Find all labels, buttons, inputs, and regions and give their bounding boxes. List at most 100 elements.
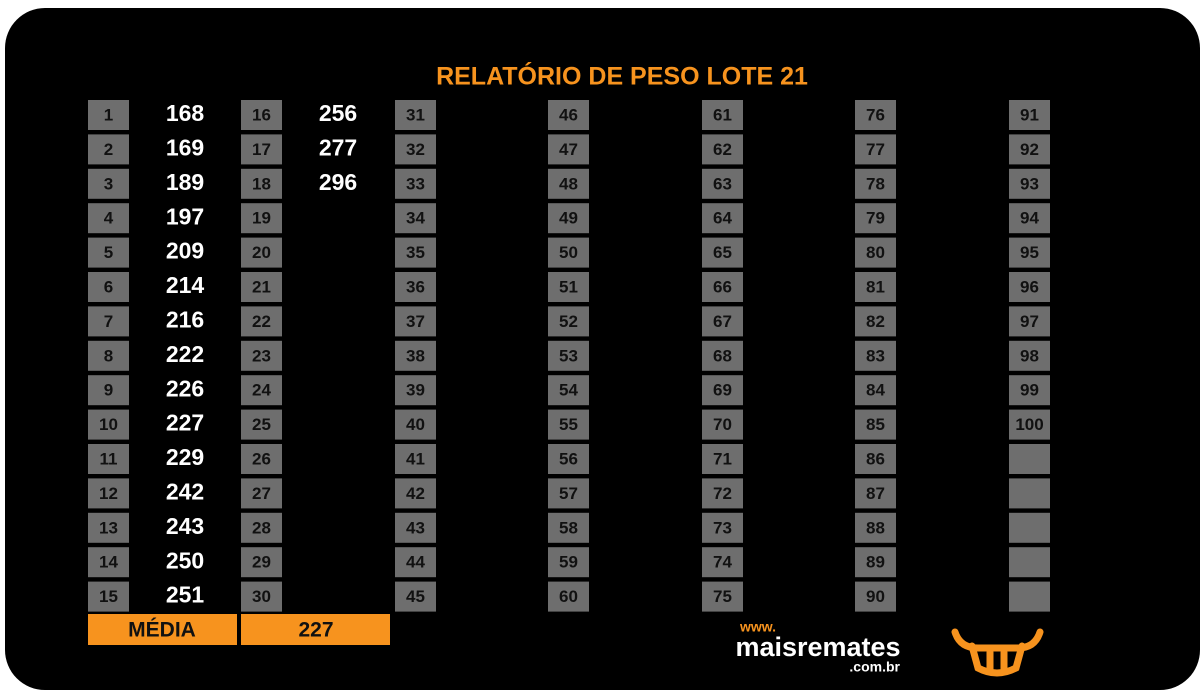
- index-cell: [702, 306, 743, 337]
- index-number: 98: [1020, 346, 1039, 365]
- index-number: 14: [99, 553, 118, 572]
- index-cell: [241, 547, 282, 578]
- index-cell: [88, 512, 129, 543]
- index-number: 4: [104, 209, 114, 228]
- index-number: 31: [406, 105, 425, 124]
- index-number: 91: [1020, 105, 1039, 124]
- index-cell: [548, 375, 589, 406]
- index-cell: [548, 168, 589, 199]
- index-cell: [395, 100, 436, 130]
- index-number: 61: [713, 105, 732, 124]
- index-number: 26: [252, 449, 271, 468]
- index-cell: [88, 100, 129, 130]
- index-number: 10: [99, 415, 118, 434]
- index-number: 7: [104, 312, 113, 331]
- index-number: 49: [559, 209, 578, 228]
- index-number: 24: [252, 381, 271, 400]
- index-cell: [702, 340, 743, 371]
- index-cell: [241, 306, 282, 337]
- weight: 296: [319, 169, 357, 195]
- index-cell: [855, 100, 896, 130]
- index-cell: [395, 409, 436, 440]
- index-number: 78: [866, 174, 885, 193]
- index-cell: [702, 100, 743, 130]
- index-number: 36: [406, 277, 425, 296]
- index-cell: [241, 272, 282, 302]
- weight: 216: [166, 306, 204, 332]
- average-label-box: [88, 614, 237, 645]
- panel: [5, 8, 1200, 690]
- index-cell: [395, 581, 436, 612]
- index-number: 86: [866, 449, 885, 468]
- index-cell: [1009, 272, 1050, 302]
- index-number: 84: [866, 381, 885, 400]
- index-number: 25: [252, 415, 271, 434]
- weight: 277: [319, 134, 357, 160]
- index-cell: [855, 512, 896, 543]
- index-cell: [548, 512, 589, 543]
- index-number: 80: [866, 243, 885, 262]
- title: RELATÓRIO DE PESO LOTE 21: [436, 61, 808, 91]
- weight: 169: [166, 134, 204, 160]
- index-number: 27: [252, 484, 271, 503]
- index-number: 18: [252, 174, 271, 193]
- index-cell: [702, 375, 743, 406]
- index-number: 20: [252, 243, 271, 262]
- index-number: 87: [866, 484, 885, 503]
- index-number: 30: [252, 587, 271, 606]
- index-cell: [88, 409, 129, 440]
- index-cell: [855, 409, 896, 440]
- index-number: 46: [559, 105, 578, 124]
- index-cell: [548, 340, 589, 371]
- index-cell: [241, 444, 282, 474]
- index-number: 79: [866, 209, 885, 228]
- index-cell: [1009, 512, 1050, 543]
- weight: 189: [166, 169, 204, 195]
- index-number: 6: [104, 277, 113, 296]
- index-number: 75: [713, 587, 732, 606]
- index-cell: [1009, 340, 1050, 371]
- weight: 197: [166, 203, 204, 229]
- index-number: 2: [104, 140, 113, 159]
- weight: 209: [166, 238, 204, 264]
- index-cell: [1009, 581, 1050, 612]
- index-number: 28: [252, 518, 271, 537]
- index-cell: [241, 237, 282, 268]
- index-number: 11: [100, 449, 118, 468]
- index-number: 55: [559, 415, 578, 434]
- index-number: 88: [866, 518, 885, 537]
- index-cell: [1009, 478, 1050, 509]
- index-cell: [395, 512, 436, 543]
- index-number: 85: [866, 415, 885, 434]
- index-cell: [702, 581, 743, 612]
- index-cell: [88, 478, 129, 509]
- index-cell: [241, 478, 282, 509]
- index-number: 32: [406, 140, 425, 159]
- index-cell: [548, 581, 589, 612]
- index-cell: [241, 581, 282, 612]
- index-number: 12: [99, 484, 118, 503]
- index-number: 34: [406, 209, 425, 228]
- index-number: 19: [252, 209, 271, 228]
- index-number: 41: [406, 449, 425, 468]
- logo-suffix: .com.br: [849, 659, 900, 675]
- index-cell: [702, 409, 743, 440]
- average-value: 227: [298, 619, 333, 642]
- index-cell: [88, 375, 129, 406]
- index-number: 22: [252, 312, 271, 331]
- index-cell: [1009, 203, 1050, 234]
- index-cell: [548, 100, 589, 130]
- index-cell: [395, 444, 436, 474]
- index-cell: [241, 134, 282, 165]
- index-cell: [241, 203, 282, 234]
- index-cell: [855, 547, 896, 578]
- index-number: 68: [713, 346, 732, 365]
- index-cell: [548, 547, 589, 578]
- index-number: 9: [104, 381, 113, 400]
- index-cell: [88, 306, 129, 337]
- index-cell: [855, 272, 896, 302]
- index-number: 15: [99, 587, 118, 606]
- index-cell: [855, 340, 896, 371]
- index-cell: [395, 272, 436, 302]
